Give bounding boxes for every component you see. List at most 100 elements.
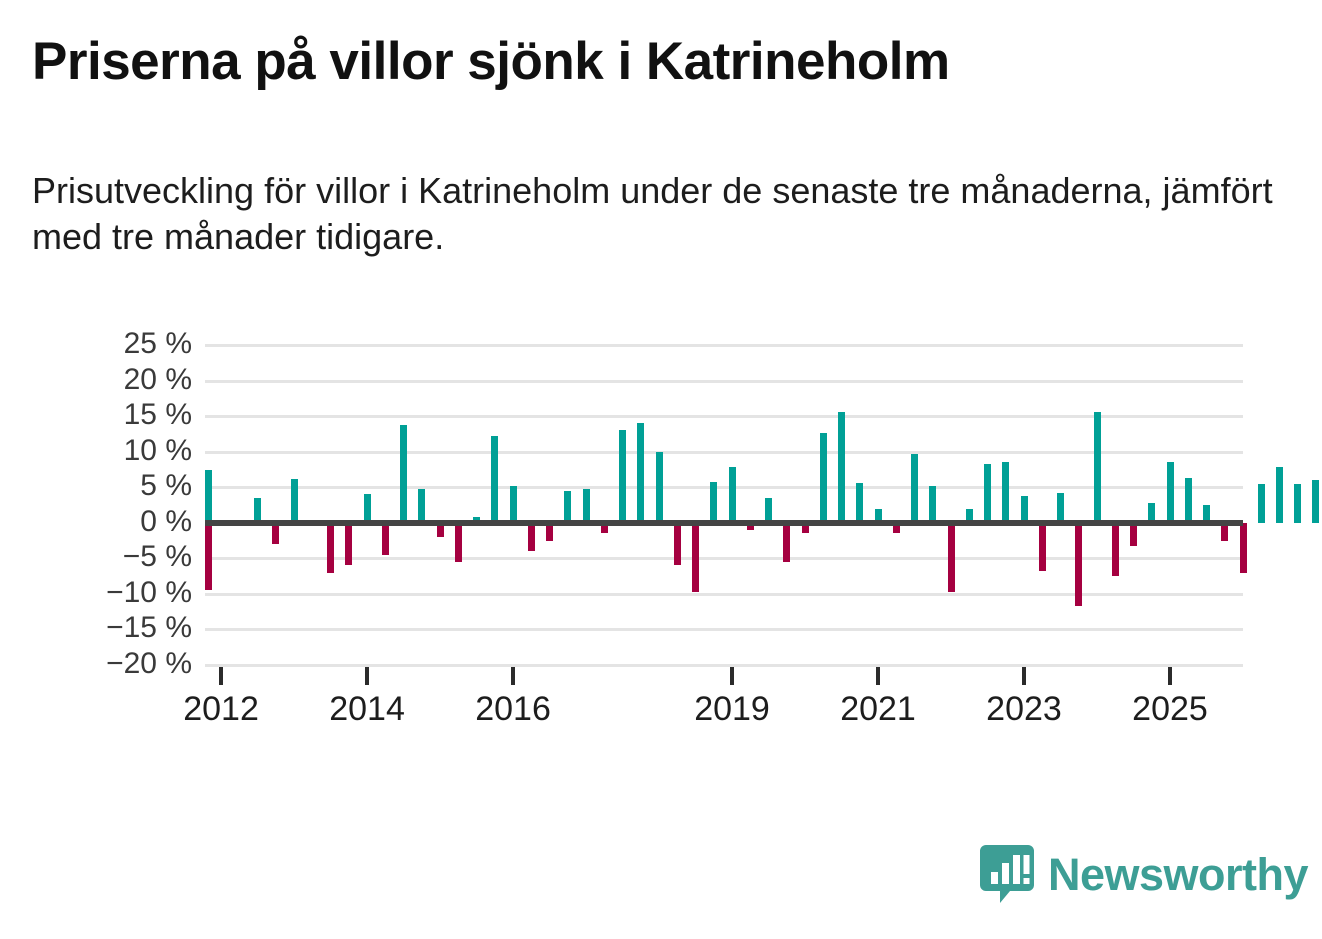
y-axis-tick-label: −15 % bbox=[106, 611, 192, 645]
bar bbox=[673, 522, 681, 566]
bar bbox=[1093, 411, 1101, 523]
bar bbox=[892, 522, 900, 534]
bar bbox=[783, 522, 791, 562]
bar bbox=[1203, 505, 1210, 523]
bar bbox=[1057, 492, 1064, 523]
bar bbox=[655, 451, 663, 523]
y-axis-tick-label: 20 % bbox=[123, 362, 192, 396]
bar bbox=[454, 522, 462, 562]
bar bbox=[838, 411, 846, 523]
gridline bbox=[205, 379, 1243, 383]
x-axis-tick-label: 2025 bbox=[1132, 690, 1208, 728]
x-axis-tick bbox=[1168, 667, 1172, 685]
bar bbox=[327, 522, 335, 573]
y-axis-tick-label: 15 % bbox=[123, 398, 192, 432]
gridline bbox=[205, 415, 1243, 419]
bar bbox=[600, 522, 608, 534]
bar bbox=[1075, 522, 1083, 606]
bar bbox=[911, 453, 919, 523]
gridline bbox=[205, 486, 1243, 490]
bar bbox=[205, 522, 212, 591]
gridline bbox=[205, 344, 1243, 347]
bar bbox=[205, 522, 212, 537]
x-axis-line bbox=[205, 665, 1243, 667]
bar bbox=[290, 478, 298, 523]
bar bbox=[1239, 522, 1247, 573]
y-axis-tick-label: −5 % bbox=[122, 540, 192, 574]
bar bbox=[345, 522, 353, 566]
page-subtitle: Prisutveckling för villor i Katrineholm … bbox=[32, 170, 1273, 258]
bar bbox=[1312, 480, 1320, 523]
x-axis-tick bbox=[730, 667, 735, 685]
bar bbox=[710, 481, 718, 523]
x-axis-tick bbox=[511, 667, 516, 685]
x-axis-tick bbox=[219, 667, 224, 685]
bar-chart: 2012 2014 2016 2019 2021 2023 2025 25 % 20 % 15 … bbox=[0, 320, 1322, 740]
zero-line bbox=[205, 519, 1243, 526]
bar bbox=[1166, 462, 1174, 523]
bar bbox=[1020, 495, 1028, 523]
bar bbox=[564, 490, 572, 523]
bar bbox=[728, 467, 736, 523]
x-axis-tick-label: 2019 bbox=[694, 690, 770, 728]
y-axis-tick-label: 10 % bbox=[123, 433, 192, 467]
bar bbox=[381, 522, 389, 555]
bar bbox=[582, 488, 590, 523]
bar bbox=[1294, 483, 1302, 523]
bar bbox=[205, 470, 212, 523]
plot-area bbox=[205, 344, 1320, 667]
x-axis-tick bbox=[365, 667, 370, 685]
bar bbox=[254, 497, 262, 523]
bar bbox=[1148, 502, 1156, 523]
y-axis-tick-label: −20 % bbox=[106, 647, 192, 680]
page-title: Priserna på villor sjönk i Katrineholm bbox=[32, 32, 950, 91]
bar bbox=[1111, 522, 1119, 577]
bar bbox=[929, 485, 937, 523]
y-axis-tick-label: 5 % bbox=[140, 469, 192, 503]
bar bbox=[546, 522, 554, 541]
x-axis-tick-label: 2023 bbox=[986, 690, 1062, 728]
bar bbox=[947, 522, 955, 592]
newsworthy-logo: Newsworthy bbox=[980, 845, 1309, 903]
bar bbox=[984, 464, 991, 523]
y-axis-tick-label: 25 % bbox=[123, 327, 192, 360]
bar bbox=[1130, 522, 1137, 546]
bar bbox=[965, 508, 973, 523]
bar bbox=[874, 508, 882, 523]
bar bbox=[801, 522, 809, 534]
y-axis-tick-label: 0 % bbox=[140, 504, 192, 538]
bar bbox=[765, 497, 773, 523]
x-axis-tick bbox=[1022, 667, 1026, 685]
bar-chart-bubble-icon bbox=[980, 845, 1034, 903]
bar bbox=[1002, 461, 1010, 523]
bar bbox=[363, 494, 371, 523]
bar bbox=[619, 430, 627, 523]
gridline bbox=[205, 450, 1243, 454]
x-axis-tick-label: 2021 bbox=[840, 690, 916, 728]
bar bbox=[637, 423, 645, 523]
bar bbox=[400, 424, 408, 523]
bar bbox=[856, 482, 864, 523]
bar bbox=[1184, 477, 1192, 523]
x-axis-tick-label: 2012 bbox=[183, 690, 259, 728]
logo-wordmark: Newsworthy bbox=[1048, 848, 1309, 900]
x-axis-tick bbox=[876, 667, 881, 685]
bar bbox=[692, 522, 700, 593]
bar bbox=[436, 522, 444, 537]
gridline bbox=[205, 557, 1243, 561]
bar bbox=[527, 522, 535, 552]
gridline bbox=[205, 592, 1243, 596]
gridline bbox=[205, 628, 1243, 632]
x-axis-tick-label: 2016 bbox=[475, 690, 551, 728]
bar bbox=[491, 436, 499, 523]
bar bbox=[272, 522, 280, 545]
bar bbox=[1038, 522, 1046, 572]
bar bbox=[418, 489, 426, 523]
bar bbox=[1257, 483, 1265, 523]
bar bbox=[746, 522, 754, 530]
x-axis-tick-label: 2014 bbox=[329, 690, 405, 728]
bar bbox=[819, 433, 827, 523]
bar bbox=[509, 485, 517, 523]
bar bbox=[1275, 467, 1283, 523]
